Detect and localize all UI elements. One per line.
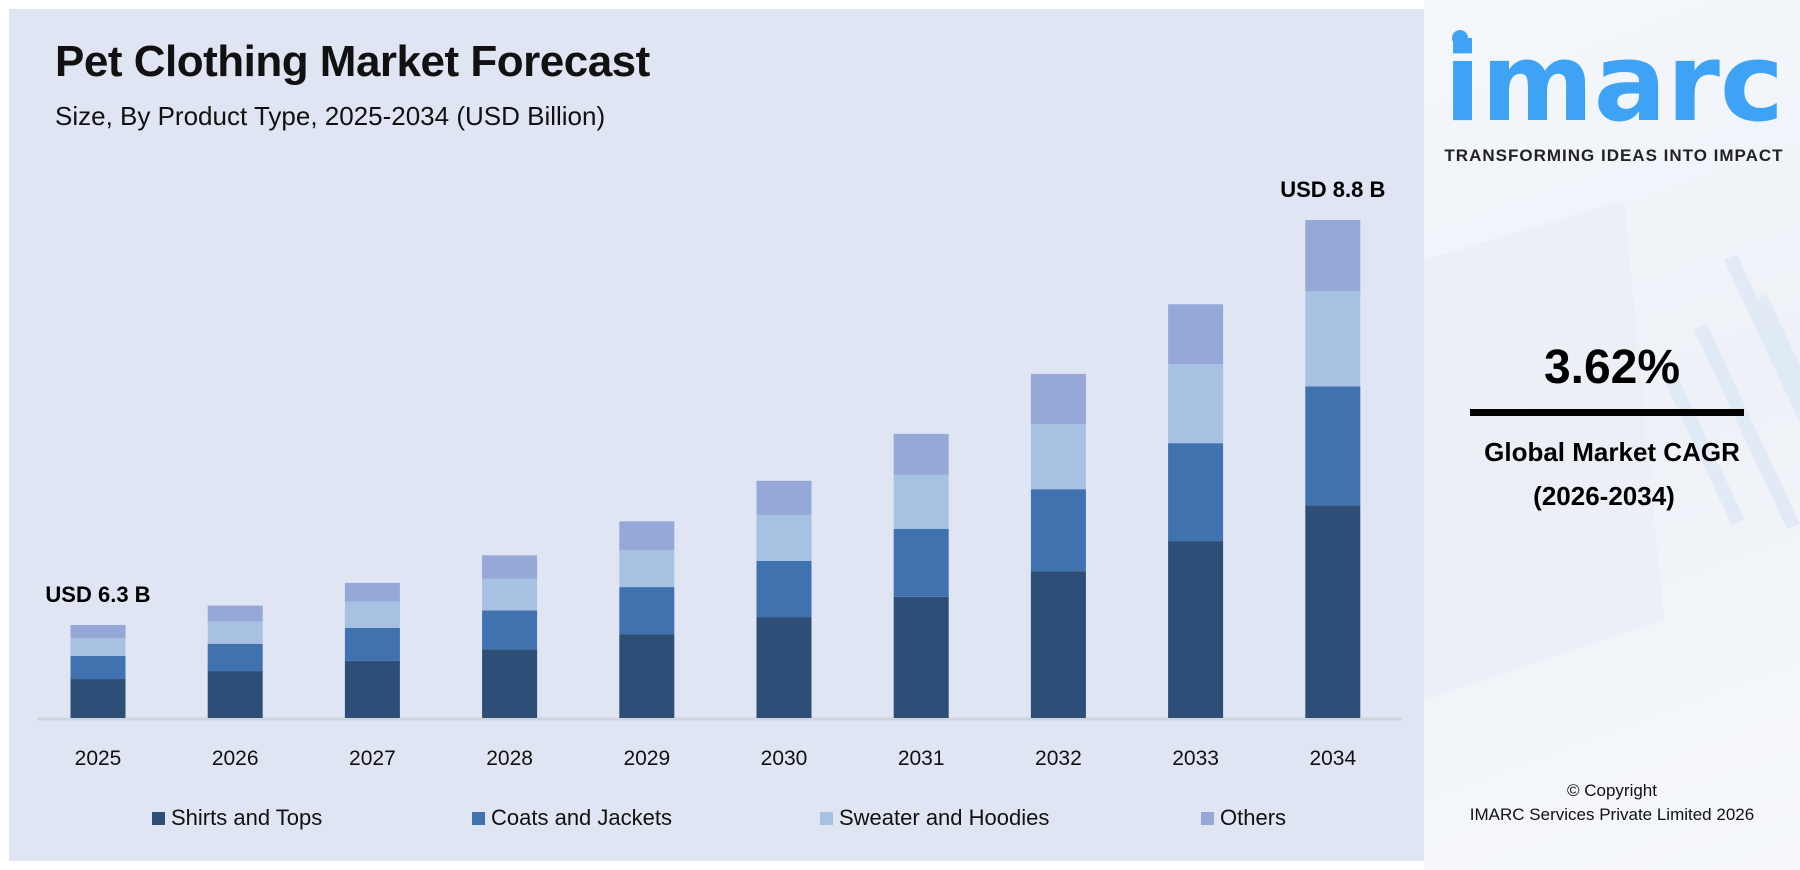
sidebar-panel: imarc TRANSFORMING IDEAS INTO IMPACT 3.6… (1424, 0, 1800, 870)
bar-segment-coats-and-jackets-2025 (70, 656, 126, 680)
legend-label: Shirts and Tops (171, 805, 323, 830)
bar-segment-sweater-and-hoodies-2031 (893, 474, 949, 529)
bar-segment-others-2033 (1168, 304, 1224, 365)
legend-label: Coats and Jackets (491, 805, 672, 830)
logo-tagline: TRANSFORMING IDEAS INTO IMPACT (1444, 146, 1784, 165)
bar-segment-sweater-and-hoodies-2025 (70, 638, 126, 657)
x-tick-label: 2028 (486, 747, 533, 770)
svg-text:imarc: imarc (1444, 28, 1784, 143)
bar-segment-others-2031 (893, 433, 949, 475)
bar-segment-others-2027 (344, 582, 400, 602)
bar-segment-coats-and-jackets-2034 (1305, 386, 1361, 506)
bar-2028 (482, 555, 538, 718)
bar-segment-coats-and-jackets-2030 (756, 560, 812, 618)
bar-segment-others-2026 (207, 605, 263, 622)
legend-swatch (472, 811, 485, 825)
total-value-label: USD 6.3 B (45, 582, 150, 607)
bar-segment-coats-and-jackets-2027 (344, 627, 400, 661)
bar-segment-shirts-and-tops-2025 (70, 679, 126, 718)
bar-segment-coats-and-jackets-2029 (619, 587, 675, 635)
x-tick-label: 2026 (212, 747, 259, 770)
x-tick-label: 2027 (349, 747, 396, 770)
legend-swatch (1201, 811, 1214, 825)
x-tick-label: 2029 (623, 747, 670, 770)
total-value-label: USD 8.8 B (1280, 177, 1385, 202)
bar-segment-coats-and-jackets-2026 (207, 643, 263, 672)
legend: Shirts and Tops Coats and Jackets Sweater … (9, 805, 1424, 835)
copyright-line: © Copyright (1566, 781, 1657, 800)
x-tick-label: 2033 (1172, 747, 1219, 770)
bar-2030 (756, 480, 812, 718)
legend-item: Sweater and Hoodies (820, 805, 1049, 831)
bar-segment-shirts-and-tops-2030 (756, 617, 812, 718)
bar-segment-shirts-and-tops-2028 (482, 649, 538, 718)
bar-segment-sweater-and-hoodies-2029 (619, 549, 675, 588)
x-tick-label: 2034 (1309, 747, 1356, 770)
legend-item: Others (1201, 805, 1286, 831)
legend-item: Coats and Jackets (472, 805, 672, 831)
bar-segment-coats-and-jackets-2031 (893, 528, 949, 597)
bar-2034 (1305, 220, 1361, 718)
bar-segment-sweater-and-hoodies-2027 (344, 601, 400, 628)
stacked-bar-chart: 2025 USD 6.3 B 2026 2027 2028 2029 2030 2031 203… (37, 177, 1402, 770)
bar-segment-others-2028 (482, 555, 538, 579)
bar-segment-others-2030 (756, 480, 812, 516)
bar-segment-others-2032 (1030, 373, 1086, 425)
chart-title: Pet Clothing Market Forecast (55, 37, 650, 86)
bar-2027 (344, 582, 400, 718)
legend-item: Shirts and Tops (152, 805, 322, 831)
bar-segment-others-2034 (1305, 220, 1361, 292)
bar-segment-others-2025 (70, 625, 126, 639)
bar-segment-shirts-and-tops-2029 (619, 634, 675, 718)
bar-2031 (893, 433, 949, 718)
copyright-owner: IMARC Services Private Limited 2026 (1469, 805, 1755, 824)
bar-segment-coats-and-jackets-2033 (1168, 443, 1224, 542)
x-tick-label: 2032 (1035, 747, 1082, 770)
bar-segment-sweater-and-hoodies-2034 (1305, 291, 1361, 387)
cagr-period: (2026-2034) (1533, 481, 1675, 511)
bar-segment-others-2029 (619, 521, 675, 550)
legend-label: Sweater and Hoodies (839, 805, 1050, 830)
bar-segment-shirts-and-tops-2033 (1168, 541, 1224, 718)
bar-segment-sweater-and-hoodies-2028 (482, 578, 538, 611)
bar-segment-sweater-and-hoodies-2033 (1168, 364, 1224, 444)
bar-segment-shirts-and-tops-2027 (344, 660, 400, 718)
cagr-value: 3.62% (1543, 341, 1681, 394)
bar-segment-sweater-and-hoodies-2030 (756, 515, 812, 561)
x-tick-label: 2025 (75, 747, 122, 770)
divider (1470, 409, 1744, 416)
bar-2032 (1030, 373, 1086, 718)
bar-2025 (70, 625, 126, 718)
bar-2026 (207, 605, 263, 718)
bar-2033 (1168, 304, 1224, 718)
legend-swatch (820, 811, 833, 825)
chart-subtitle: Size, By Product Type, 2025-2034 (USD Bi… (55, 101, 606, 131)
bar-segment-shirts-and-tops-2034 (1305, 505, 1361, 718)
bar-segment-shirts-and-tops-2026 (207, 671, 263, 718)
legend-label: Others (1220, 805, 1287, 830)
chart-panel: Pet Clothing Market Forecast Size, By Pr… (9, 9, 1424, 861)
bar-segment-shirts-and-tops-2032 (1030, 571, 1086, 718)
bar-segment-sweater-and-hoodies-2032 (1030, 424, 1086, 490)
imarc-logo: imarc (1444, 28, 1784, 143)
bar-segment-coats-and-jackets-2032 (1030, 489, 1086, 572)
bar-segment-coats-and-jackets-2028 (482, 610, 538, 650)
bar-2029 (619, 521, 675, 718)
bar-segment-shirts-and-tops-2031 (893, 596, 949, 718)
cagr-label: Global Market CAGR (1484, 437, 1740, 467)
legend-swatch (152, 811, 165, 825)
x-tick-label: 2031 (898, 747, 945, 770)
x-tick-label: 2030 (761, 747, 808, 770)
bar-segment-sweater-and-hoodies-2026 (207, 621, 263, 644)
